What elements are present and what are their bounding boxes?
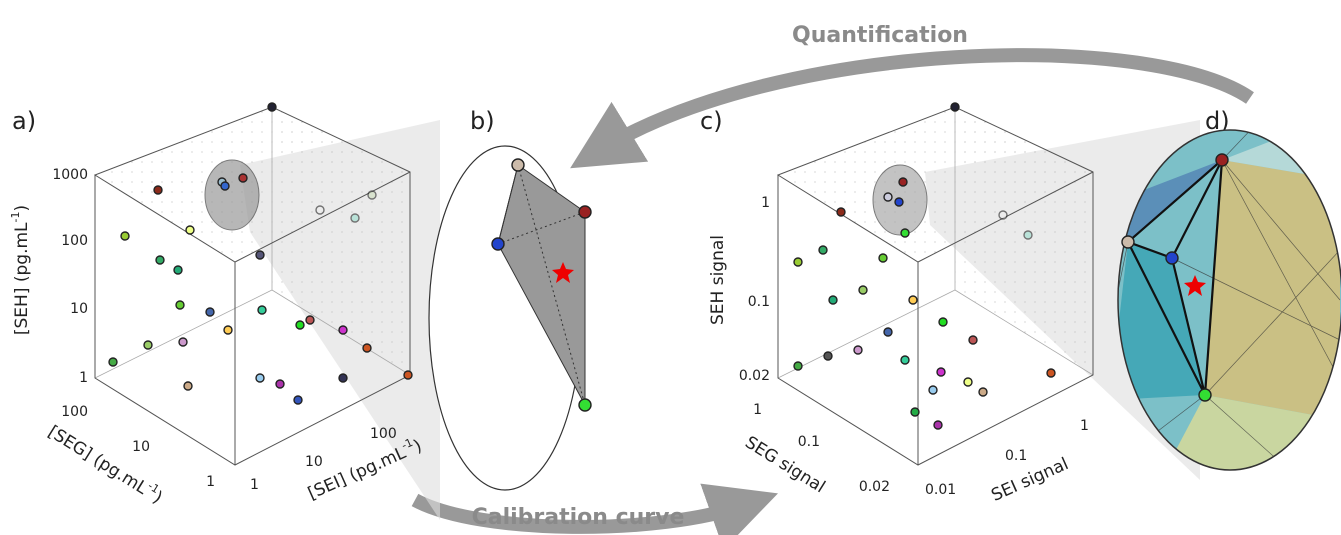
tick-label: 1 [79,370,88,386]
cube-a [95,103,412,465]
axis-title: SEH signal [708,235,728,325]
tick-label: 100 [61,404,88,420]
axis-title: [SEG] (pg.mL-1) [44,419,167,508]
tick-label: 10 [305,454,323,470]
tick-label: 0.02 [739,368,770,384]
arrow-label: Calibration curve [472,505,685,530]
text-part: [SEH] (pg.mL [12,222,32,335]
tick-label: 0.02 [859,479,890,495]
axis-title: [SEH] (pg.mL-1) [9,205,32,335]
tick-label: 1 [206,474,215,490]
panel-label: c) [700,107,723,135]
panel-label: a) [12,107,36,135]
panel-label: b) [470,107,495,135]
tick-label: 100 [61,233,88,249]
tick-label: 10 [132,439,150,455]
tick-label: 0.1 [798,434,820,450]
tick-label: 1 [250,477,259,493]
text-part: ) [12,205,32,212]
cube-c [778,103,1093,465]
axis-title: SEI signal [988,454,1071,506]
tetrahedron-b [429,146,591,490]
tick-label: 1 [753,402,762,418]
text-part: -1 [9,212,22,223]
tick-label: 0.01 [925,482,956,498]
tick-label: 1 [761,195,770,211]
text-part: [SEI] (pg.mL [305,443,409,504]
tick-label: 0.1 [1005,448,1027,464]
figure: Quantification Calibration curve [0,0,1341,535]
tick-label: 10 [70,301,88,317]
tick-label: 1000 [52,167,88,183]
arrow-label: Quantification [792,23,968,48]
tick-label: 0.1 [748,294,770,310]
text-part: [SEG] (pg.mL [44,422,151,499]
tick-label: 1 [1080,418,1089,434]
tick-label: 100 [370,426,397,442]
